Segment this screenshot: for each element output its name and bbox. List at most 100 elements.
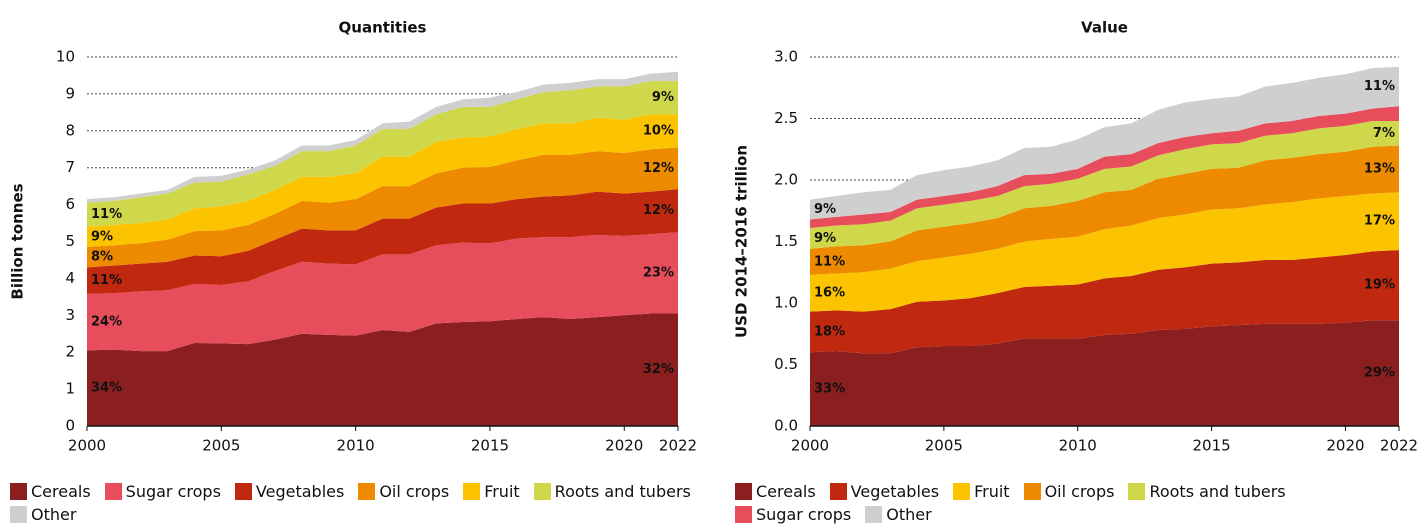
legend-swatch: [104, 483, 122, 500]
share-label: 11%: [814, 254, 845, 269]
x-tick-label: 2005: [925, 437, 963, 455]
share-label: 9%: [652, 90, 674, 105]
legend-swatch: [865, 506, 883, 523]
legend-label: Fruit: [484, 482, 520, 501]
legend-item: Cereals: [735, 482, 816, 501]
y-tick-label: 1: [65, 380, 75, 398]
share-label: 12%: [643, 203, 674, 218]
legend-item: Vegetables: [829, 482, 939, 501]
x-tick-label: 2022: [1380, 437, 1418, 455]
y-tick-label: 9: [65, 84, 75, 102]
legend-swatch: [234, 483, 252, 500]
y-tick-label: 7: [65, 158, 75, 176]
area: [810, 250, 1399, 354]
legend-label: Cereals: [31, 482, 91, 501]
legend-swatch: [829, 483, 847, 500]
legend-swatch: [10, 483, 27, 500]
legend-item: Sugar crops: [104, 482, 221, 501]
legend-item: Fruit: [953, 482, 1010, 501]
x-tick-label: 2015: [1192, 437, 1230, 455]
share-label: 19%: [1364, 278, 1395, 293]
share-label: 8%: [91, 250, 113, 265]
legend-swatch: [735, 506, 752, 523]
share-label: 18%: [814, 324, 845, 339]
x-tick-label: 2000: [791, 437, 829, 455]
legend-item: Cereals: [10, 482, 91, 501]
legend-swatch: [1128, 483, 1146, 500]
legend-label: Roots and tubers: [554, 482, 691, 501]
y-tick-label: 2.0: [774, 171, 798, 189]
share-label: 7%: [1373, 126, 1395, 141]
area: [810, 120, 1399, 249]
share-label: 13%: [1364, 161, 1395, 176]
legend-item: Other: [865, 505, 932, 524]
x-tick-label: 2010: [337, 437, 375, 455]
legend-item: Vegetables: [234, 482, 345, 501]
area: [87, 80, 678, 227]
legend-item: Fruit: [463, 482, 520, 501]
y-tick-label: 6: [65, 195, 75, 213]
legend-item: Oil crops: [358, 482, 449, 501]
legend-swatch: [358, 483, 376, 500]
area: [810, 192, 1399, 312]
share-label: 17%: [1364, 214, 1395, 229]
share-label: 24%: [91, 315, 122, 330]
y-tick-label: 3: [65, 306, 75, 324]
legend-label: Fruit: [974, 482, 1010, 501]
legend-swatch: [953, 483, 971, 500]
y-tick-label: 2.5: [774, 109, 798, 127]
share-label: 29%: [1364, 366, 1395, 381]
area: [87, 114, 678, 248]
legend-item: Roots and tubers: [533, 482, 691, 501]
share-label: 9%: [91, 229, 113, 244]
share-label: 9%: [814, 202, 836, 217]
legend-swatch: [735, 483, 752, 500]
legend-label: Roots and tubers: [1149, 482, 1286, 501]
y-tick-label: 4: [65, 269, 75, 287]
y-axis-label: Billion tonnes: [9, 183, 27, 299]
legend-label: Other: [31, 505, 77, 524]
area: [810, 320, 1399, 426]
area: [87, 189, 678, 294]
area: [810, 66, 1399, 220]
y-tick-label: 0.0: [774, 417, 798, 435]
share-label: 23%: [643, 265, 674, 280]
legend-item: Roots and tubers: [1128, 482, 1286, 501]
share-label: 11%: [1364, 79, 1395, 94]
share-label: 33%: [814, 382, 845, 397]
y-tick-label: 0: [65, 417, 75, 435]
legend-item: Sugar crops: [735, 505, 851, 524]
share-label: 16%: [814, 286, 845, 301]
legend-swatch: [533, 483, 551, 500]
y-tick-label: 1.0: [774, 294, 798, 312]
legend-label: Sugar crops: [125, 482, 221, 501]
share-label: 34%: [91, 381, 122, 396]
legend-label: Oil crops: [1044, 482, 1115, 501]
area: [87, 71, 678, 203]
y-tick-label: 1.5: [774, 232, 798, 250]
chart-title: Quantities: [339, 19, 427, 37]
legend-label: Other: [886, 505, 932, 524]
y-tick-label: 8: [65, 121, 75, 139]
x-tick-label: 2000: [68, 437, 106, 455]
share-label: 11%: [91, 273, 122, 288]
x-tick-label: 2022: [659, 437, 697, 455]
share-label: 32%: [643, 362, 674, 377]
area: [87, 147, 678, 268]
area: [87, 232, 678, 352]
legend-swatch: [1023, 483, 1041, 500]
legend-label: Oil crops: [379, 482, 450, 501]
share-label: 9%: [814, 231, 836, 246]
legend-swatch: [463, 483, 481, 500]
legend: Cereals Sugar crops Vegetables Oil crops Fru…: [10, 482, 710, 524]
y-tick-label: 3.0: [774, 48, 798, 66]
legend-swatch: [10, 506, 27, 523]
legend-label: Vegetables: [255, 482, 345, 501]
legend-label: Sugar crops: [756, 505, 852, 524]
y-tick-label: 5: [65, 232, 75, 250]
y-tick-label: 0.5: [774, 355, 798, 373]
area: [87, 313, 678, 426]
chart-title: Value: [1081, 19, 1128, 37]
share-label: 10%: [643, 123, 674, 138]
